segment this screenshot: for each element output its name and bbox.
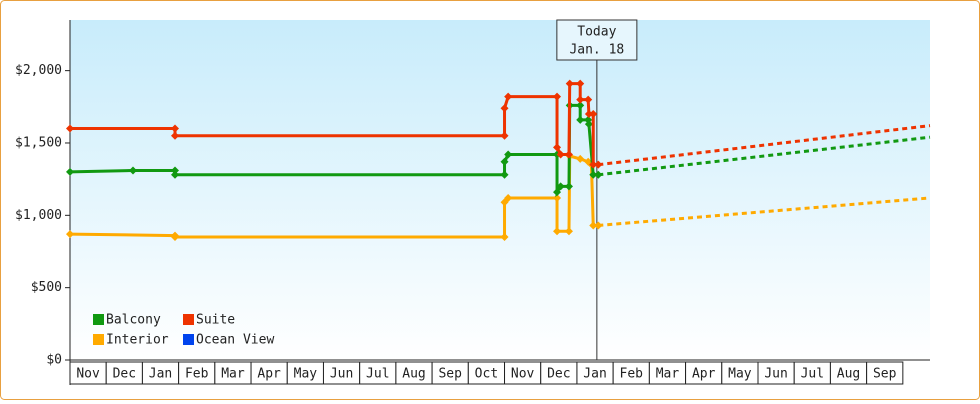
point (594, 160, 603, 169)
x-tick-label: Sep (873, 367, 897, 382)
point (584, 95, 593, 104)
point (589, 221, 598, 230)
y-tick-label: $0 (46, 353, 62, 368)
forecast-line (598, 124, 931, 167)
legend-label: Suite (196, 313, 235, 328)
point (553, 193, 562, 202)
point (594, 221, 603, 230)
point (66, 124, 74, 133)
x-tick-label: May (294, 367, 318, 382)
today-label: Jan. 18 (569, 43, 624, 58)
x-tick-label: Jun (330, 367, 353, 382)
x-tick-label: Jul (366, 367, 389, 382)
x-tick-label: Apr (692, 367, 716, 382)
point (504, 150, 513, 159)
point (504, 92, 513, 101)
point (500, 157, 509, 166)
point (589, 170, 598, 179)
point (500, 233, 509, 242)
x-tick-label: Sep (438, 367, 462, 382)
point (500, 131, 509, 140)
point (171, 131, 180, 140)
point (584, 110, 593, 119)
y-tick-label: $1,500 (15, 135, 62, 150)
point (553, 143, 562, 152)
month-box (866, 361, 904, 385)
point (564, 227, 573, 236)
x-tick-label: Dec (113, 367, 136, 382)
point (594, 170, 603, 179)
point (576, 101, 585, 110)
point (66, 167, 74, 176)
x-tick-label: May (728, 367, 752, 382)
point (171, 170, 180, 179)
legend-label: Interior (106, 333, 169, 348)
point (576, 154, 585, 163)
legend-label: Ocean View (196, 333, 274, 348)
x-tick-label: Apr (257, 367, 281, 382)
forecast-line (598, 196, 931, 227)
point (66, 230, 74, 239)
point (553, 227, 562, 236)
point (589, 110, 598, 119)
point (564, 150, 573, 159)
x-tick-label: Oct (475, 367, 498, 382)
today-box (556, 19, 638, 61)
point (556, 150, 565, 159)
x-tick-label: Jun (764, 367, 787, 382)
y-tick-label: $500 (31, 280, 62, 295)
x-tick-label: Jul (801, 367, 824, 382)
point (576, 115, 585, 124)
x-tick-label: Aug (837, 367, 860, 382)
point (171, 166, 180, 175)
x-tick-label: Mar (221, 367, 245, 382)
x-tick-label: Jan (583, 367, 606, 382)
point (564, 182, 573, 191)
point (500, 104, 509, 113)
x-tick-label: Mar (656, 367, 680, 382)
legend-swatch (183, 334, 194, 345)
x-tick-label: Aug (402, 367, 425, 382)
legend-swatch (93, 334, 104, 345)
point (171, 233, 180, 242)
point (553, 188, 562, 197)
x-tick-label: Jan (149, 367, 172, 382)
point (584, 120, 593, 129)
y-tick-label: $2,000 (15, 63, 62, 78)
point (589, 160, 598, 169)
today-label: Today (577, 25, 616, 40)
legend-label: Balcony (106, 313, 161, 328)
x-tick-label: Dec (547, 367, 570, 382)
point (500, 170, 509, 179)
point (576, 79, 585, 88)
x-tick-label: Feb (620, 367, 644, 382)
legend-swatch (183, 314, 194, 325)
x-tick-label: Nov (511, 367, 535, 382)
plot-area (70, 20, 930, 360)
point (129, 166, 138, 175)
x-tick-label: Feb (185, 367, 209, 382)
forecast-line (598, 135, 931, 177)
y-tick-label: $1,000 (15, 208, 62, 223)
point (576, 95, 585, 104)
point (553, 92, 562, 101)
point (504, 193, 513, 202)
point (556, 182, 565, 191)
point (565, 79, 574, 88)
point (171, 124, 180, 133)
x-tick-label: Nov (76, 367, 100, 382)
legend-swatch (93, 314, 104, 325)
